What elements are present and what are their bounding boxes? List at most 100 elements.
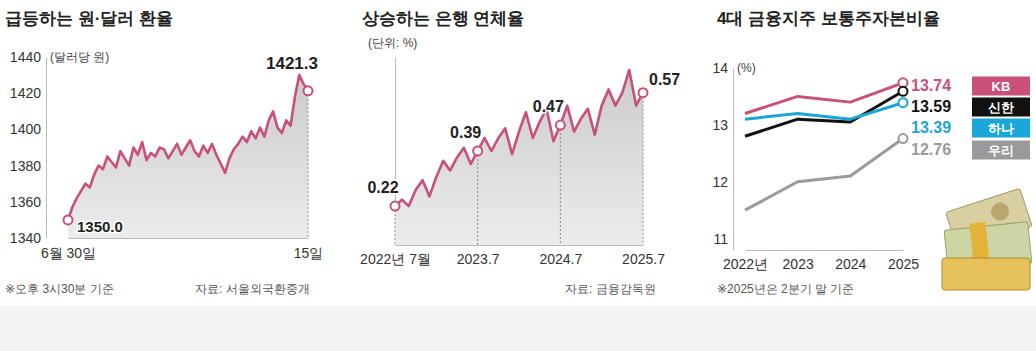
y-axis: 11 12 13 14 (712, 60, 733, 251)
line (68, 75, 308, 220)
title: 상승하는 은행 연체율 (362, 9, 524, 28)
annotation-label: 0.47 (533, 98, 564, 115)
decoration (942, 188, 1032, 290)
y-tick-label: 1440 (10, 49, 41, 65)
annotation-label: 13.74 (911, 77, 951, 94)
panel: 급등하는 원·달러 환율 1340 1360 1380 1400 1420 1440 (달러당… (5, 9, 323, 296)
source: 자료: 서울외국환중개 (195, 282, 310, 296)
x-tick-label: 6월 30일 (41, 245, 96, 261)
y-axis-line (733, 69, 734, 251)
y-unit-label: (달러당 원) (50, 50, 109, 64)
x-tick: 2023.7 (457, 245, 500, 267)
plot-area (391, 70, 648, 245)
point-marker (899, 134, 908, 143)
annotation-label: 0.22 (367, 179, 398, 196)
legend-item: 하나 (972, 119, 1030, 138)
y-tick-label: 1340 (10, 230, 41, 246)
y-axis-line (46, 58, 47, 239)
y-tick: 13 (712, 117, 733, 133)
y-tick: 12 (712, 174, 733, 190)
x-tick-label: 2025 (888, 256, 919, 272)
x-axis-line (746, 250, 904, 251)
x-axis-line (69, 238, 309, 239)
point-marker (64, 215, 73, 224)
y-tick: 1440 (10, 49, 46, 65)
note: ※오후 3시30분 기준 (5, 282, 114, 296)
series-line (745, 139, 903, 211)
x-tick: 15일 (294, 238, 324, 261)
chart-root: 급등하는 원·달러 환율 1340 1360 1380 1400 1420 1440 (달러당… (0, 0, 1036, 351)
legend-item: 우리 (972, 141, 1030, 160)
annotation-labels: 13.7413.5913.3912.76 (911, 77, 951, 158)
y-tick: 1400 (10, 121, 46, 137)
y-tick: 1360 (10, 194, 46, 210)
x-tick-label: 2022년 7월 (360, 251, 431, 267)
annotation-label: 0.57 (649, 71, 680, 88)
y-tick-label: 13 (712, 117, 728, 133)
x-tick-label: 2023 (783, 256, 814, 272)
annotation-label: 1421.3 (266, 54, 318, 73)
x-tick-label: 2022년 (723, 256, 768, 272)
y-tick-label: 14 (712, 60, 728, 76)
drop-line (395, 206, 396, 245)
x-tick: 2023 (783, 250, 814, 272)
x-tick: 6월 30일 (41, 238, 96, 261)
area (68, 75, 308, 238)
panel: 4대 금융지주 보통주자본비율11121314(%)2022년202320242… (712, 9, 1030, 296)
point-marker (899, 98, 908, 107)
drop-line (643, 93, 644, 245)
y-unit-label: (단위: %) (368, 36, 417, 50)
legend-swatch (972, 77, 1030, 96)
annotation-label: 12.76 (911, 141, 951, 158)
decoration-bill (942, 258, 1030, 290)
point-marker (473, 147, 482, 156)
x-tick: 2024.7 (539, 245, 582, 267)
legend-swatch (972, 98, 1030, 117)
drop-line (308, 91, 309, 238)
series-line (745, 91, 903, 136)
legend-swatch (972, 119, 1030, 138)
x-tick-label: 2024.7 (539, 251, 582, 267)
y-tick-label: 12 (712, 174, 728, 190)
y-tick: 1380 (10, 158, 46, 174)
point-marker (304, 86, 313, 95)
legend-label: 하나 (988, 121, 1014, 136)
decoration-portrait (989, 200, 1012, 223)
y-tick: 11 (713, 231, 733, 247)
x-tick: 2025.7 (622, 245, 665, 267)
x-axis-line (396, 245, 644, 246)
background (0, 0, 1036, 351)
point-marker (391, 202, 400, 211)
x-tick-label: 2025.7 (622, 251, 665, 267)
x-tick: 2022년 (723, 250, 768, 272)
y-tick-label: 1380 (10, 158, 41, 174)
point-marker (899, 87, 908, 96)
drop-line (477, 151, 478, 245)
point-marker (556, 121, 565, 130)
y-tick-label: 1420 (10, 85, 41, 101)
x-axis: 6월 30일 15일 (41, 238, 323, 261)
annotation-label: 13.59 (911, 98, 951, 115)
drop-line (560, 125, 561, 245)
title: 급등하는 원·달러 환율 (5, 9, 173, 28)
x-tick: 2025 (888, 250, 919, 272)
y-tick: 1420 (10, 85, 46, 101)
note: ※2025년은 2분기 말 기준 (717, 282, 854, 296)
footer-band (0, 306, 1036, 351)
legend-label: KB (992, 79, 1011, 94)
x-tick: 2022년 7월 (360, 245, 431, 267)
y-tick: 1340 (10, 230, 46, 246)
panel: 상승하는 은행 연체율(단위: %)2022년 7월2023.72024.720… (360, 9, 680, 296)
point-marker (639, 88, 648, 97)
legend-item: KB (972, 77, 1030, 96)
x-axis: 2022년202320242025 (723, 250, 919, 272)
y-tick: 14 (712, 60, 733, 76)
legend-item: 신한 (972, 98, 1030, 117)
annotation-label: 1350.0 (77, 218, 123, 235)
area (395, 70, 643, 245)
annotation-labels: 0.220.390.470.57 (367, 71, 680, 196)
x-axis: 2022년 7월 2023.7 2024.7 2025.7 (360, 245, 665, 267)
legend-label: 우리 (988, 143, 1014, 158)
annotation-labels: 1350.0 1421.3 (77, 54, 318, 235)
line (395, 70, 643, 206)
